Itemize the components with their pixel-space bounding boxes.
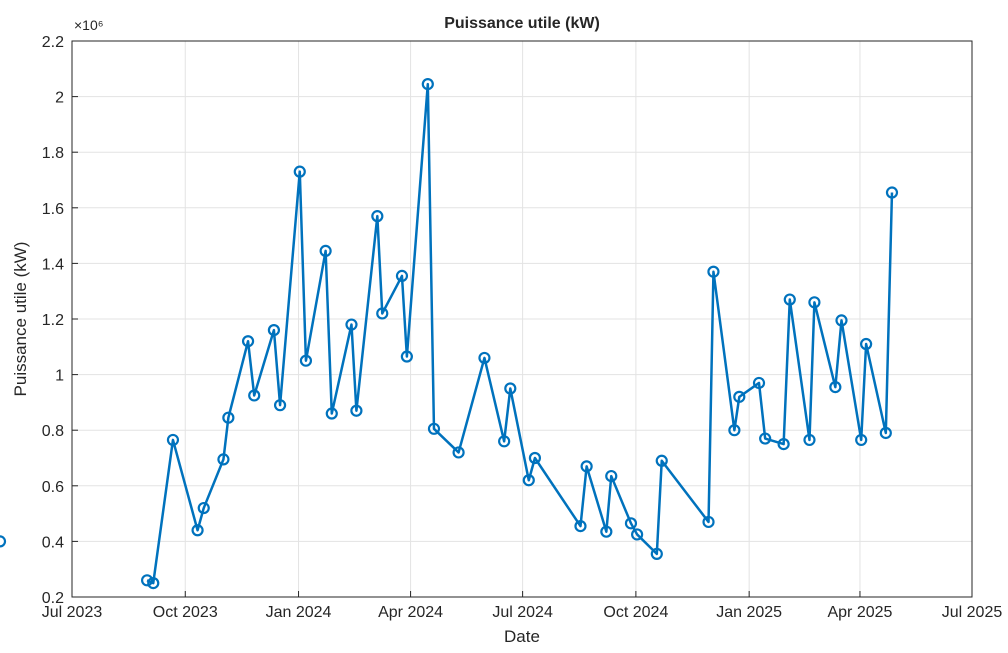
data-point [783, 293, 796, 306]
data-point [421, 77, 434, 91]
data-point [478, 351, 491, 365]
y-axis-label: Puissance utile (kW) [11, 242, 30, 397]
data-point [217, 453, 230, 466]
data-point [0, 535, 7, 548]
data-point [600, 525, 613, 538]
x-tick-label: Jul 2024 [492, 604, 553, 621]
data-point [759, 432, 772, 445]
data-point [141, 574, 154, 587]
data-point [147, 576, 160, 590]
x-tick-label: Apr 2025 [827, 604, 892, 621]
data-point [752, 376, 766, 390]
data-point [835, 314, 848, 327]
y-tick-label: 2 [55, 90, 64, 107]
y-tick-label: 1 [55, 368, 64, 385]
data-point [452, 446, 465, 459]
data-point [580, 460, 593, 473]
data-point [371, 210, 384, 223]
y-tick-label: 0.6 [42, 479, 64, 496]
y-tick-label: 1.4 [42, 256, 64, 273]
x-tick-label: Oct 2023 [153, 604, 218, 621]
data-point [299, 354, 313, 367]
data-point [166, 433, 180, 447]
data-point [879, 426, 892, 440]
data-point [267, 324, 281, 337]
data-point [803, 433, 816, 447]
data-point [733, 390, 746, 403]
x-tick-label: Jan 2025 [716, 604, 782, 621]
x-tick-label: Jul 2023 [42, 604, 103, 621]
data-point [395, 269, 409, 283]
data-point [605, 469, 618, 483]
x-tick-label: Jan 2024 [266, 604, 332, 621]
data-line [146, 82, 894, 585]
y-tick-label: 0.8 [42, 423, 64, 440]
data-point [376, 307, 389, 320]
x-tick-label: Oct 2024 [603, 604, 668, 621]
data-point [631, 528, 644, 541]
data-point [655, 454, 668, 467]
data-point [528, 451, 542, 465]
data-point [400, 350, 413, 363]
y-tick-label: 0.2 [42, 590, 64, 607]
data-point [829, 381, 842, 394]
x-tick-label: Apr 2024 [378, 604, 443, 621]
x-tick-label: Jul 2025 [942, 604, 1003, 621]
chart-title: Puissance utile (kW) [444, 15, 600, 32]
data-point [345, 318, 358, 331]
data-point [191, 524, 204, 537]
data-point [650, 547, 663, 561]
data-point [777, 438, 790, 451]
data-point [522, 474, 535, 487]
x-axis-label: Date [504, 627, 540, 646]
data-point [273, 399, 287, 412]
data-point [293, 165, 306, 178]
data-point [241, 335, 255, 348]
y-tick-label: 1.6 [42, 201, 64, 218]
data-point [702, 515, 715, 529]
data-point [855, 433, 868, 447]
data-point [624, 517, 638, 530]
data-point [222, 411, 235, 424]
data-point [728, 424, 741, 437]
y-tick-label: 2.2 [42, 34, 64, 51]
data-point [707, 265, 720, 278]
data-point [574, 520, 587, 533]
plot-frame [71, 40, 973, 598]
data-point [860, 337, 873, 351]
data-point [427, 422, 441, 435]
data-point [325, 407, 338, 420]
data-point [808, 296, 821, 309]
data-point [197, 501, 210, 515]
y-tick-label: 0.4 [42, 534, 64, 551]
y-exponent: ×10⁶ [74, 17, 104, 33]
y-tick-label: 1.8 [42, 145, 64, 162]
data-point [885, 186, 899, 199]
data-point [248, 389, 261, 402]
data-point [350, 404, 363, 417]
data-point [498, 435, 511, 448]
data-point [319, 244, 332, 257]
y-tick-label: 1.2 [42, 312, 64, 329]
data-point [504, 382, 517, 395]
